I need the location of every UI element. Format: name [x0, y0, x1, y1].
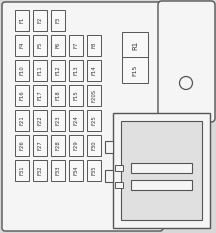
Bar [15, 134, 29, 155]
Text: F29: F29 [73, 140, 78, 150]
Bar [69, 34, 83, 55]
Bar [115, 182, 123, 188]
Text: F1: F1 [19, 17, 24, 23]
Bar [131, 163, 192, 173]
Bar [87, 85, 101, 106]
Circle shape [179, 76, 192, 89]
Text: F11: F11 [38, 65, 43, 75]
Bar [51, 110, 65, 130]
Bar [15, 85, 29, 106]
Text: F30: F30 [92, 140, 97, 150]
Bar [51, 34, 65, 55]
Bar [33, 85, 47, 106]
Bar [15, 34, 29, 55]
Bar [69, 59, 83, 80]
Bar [69, 134, 83, 155]
Text: F15: F15 [132, 64, 138, 76]
Bar [69, 85, 83, 106]
Text: F5: F5 [38, 42, 43, 48]
Bar [33, 59, 47, 80]
Bar [51, 160, 65, 181]
Bar [33, 160, 47, 181]
Bar [33, 10, 47, 31]
Text: F23: F23 [56, 115, 60, 125]
Text: F32: F32 [38, 165, 43, 175]
Text: F28: F28 [56, 140, 60, 150]
Text: F8: F8 [92, 42, 97, 48]
Text: F10: F10 [19, 65, 24, 75]
Text: F17: F17 [38, 90, 43, 100]
Text: F7: F7 [73, 42, 78, 48]
Bar [87, 59, 101, 80]
Bar [87, 134, 101, 155]
Bar [15, 110, 29, 130]
Bar [131, 180, 192, 190]
Bar [15, 59, 29, 80]
Bar [87, 110, 101, 130]
Text: F31: F31 [19, 165, 24, 175]
Bar [33, 110, 47, 130]
Bar [51, 10, 65, 31]
FancyBboxPatch shape [158, 1, 215, 122]
Bar [113, 113, 210, 228]
Text: F16: F16 [19, 90, 24, 100]
Text: F25: F25 [92, 115, 97, 125]
Bar [87, 160, 101, 181]
Bar [51, 134, 65, 155]
Text: F33: F33 [56, 165, 60, 175]
Bar [69, 160, 83, 181]
Bar [115, 165, 123, 171]
Text: F13: F13 [73, 65, 78, 75]
Text: F22: F22 [38, 115, 43, 125]
Text: F26: F26 [19, 140, 24, 150]
Bar [105, 141, 113, 153]
Text: F27: F27 [38, 140, 43, 150]
Bar [15, 10, 29, 31]
Text: F24: F24 [73, 115, 78, 125]
Text: F35: F35 [92, 165, 97, 175]
Bar [69, 110, 83, 130]
Text: F20S: F20S [92, 89, 97, 102]
Text: F21: F21 [19, 115, 24, 125]
Bar [122, 57, 148, 83]
Text: F2: F2 [38, 17, 43, 23]
Bar [121, 121, 202, 220]
FancyBboxPatch shape [2, 2, 163, 231]
Text: F34: F34 [73, 165, 78, 175]
Text: F3: F3 [56, 17, 60, 23]
Bar [105, 170, 113, 182]
Bar [33, 34, 47, 55]
Bar [122, 32, 148, 58]
Text: F15: F15 [73, 90, 78, 100]
Bar [87, 34, 101, 55]
Bar [15, 160, 29, 181]
Text: R1: R1 [132, 40, 138, 50]
Text: F6: F6 [56, 42, 60, 48]
Text: F14: F14 [92, 65, 97, 75]
Text: F4: F4 [19, 42, 24, 48]
Bar [51, 59, 65, 80]
Text: F12: F12 [56, 65, 60, 75]
Bar [51, 85, 65, 106]
Bar [33, 134, 47, 155]
Text: F18: F18 [56, 90, 60, 100]
